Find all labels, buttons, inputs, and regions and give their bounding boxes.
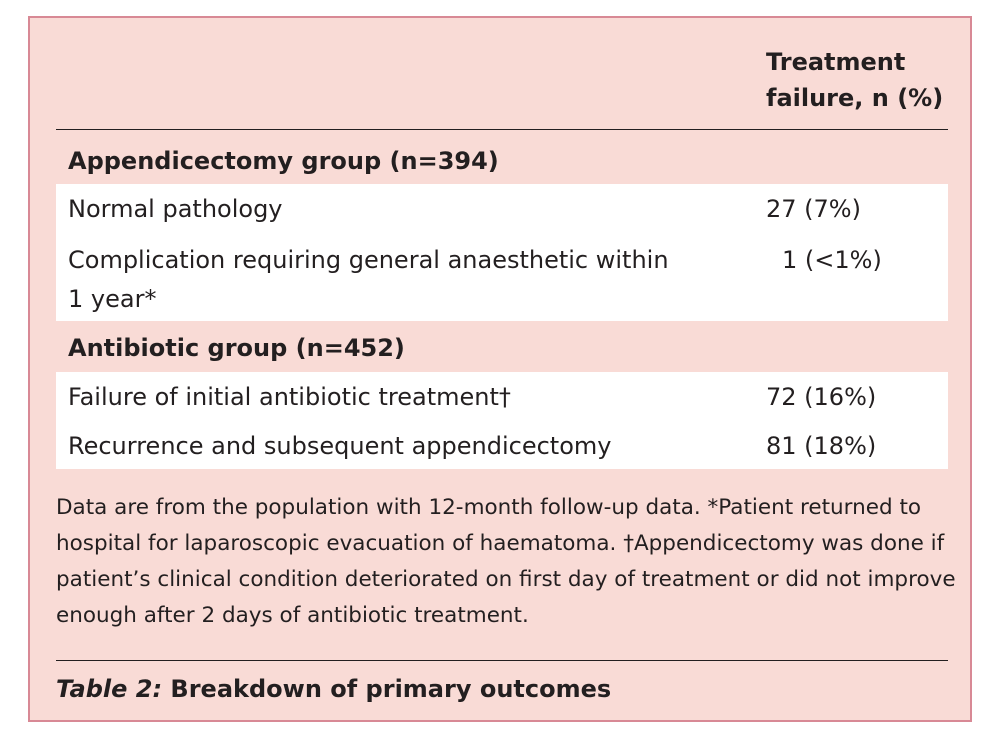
row-value: 27 (7%)	[766, 195, 861, 223]
row-value: 81 (18%)	[766, 432, 877, 460]
row-value: 1 (<1%)	[782, 246, 882, 274]
group-heading-appendicectomy: Appendicectomy group (n=394)	[68, 147, 499, 175]
group-rows-appendicectomy: Normal pathology 27 (7%) Complication re…	[56, 184, 948, 321]
row-value: 72 (16%)	[766, 383, 877, 411]
group-heading-antibiotic: Antibiotic group (n=452)	[68, 334, 405, 362]
row-label: Complication requiring general anaesthet…	[68, 246, 669, 313]
table-panel: Treatment failure, n (%) Appendicectomy …	[28, 16, 972, 722]
group-rows-antibiotic: Failure of initial antibiotic treatment†…	[56, 372, 948, 469]
column-header-treatment-failure: Treatment failure, n (%)	[766, 48, 944, 112]
caption-title: Breakdown of primary outcomes	[170, 675, 612, 703]
row-label: Failure of initial antibiotic treatment†	[68, 383, 511, 411]
row-label: Recurrence and subsequent appendicectomy	[68, 432, 612, 460]
caption-divider	[56, 660, 948, 661]
caption-label: Table 2:	[56, 675, 163, 703]
table-header: Treatment failure, n (%)	[56, 18, 948, 130]
table-footnote: Data are from the population with 12-mon…	[56, 495, 956, 628]
row-label: Normal pathology	[68, 195, 283, 223]
table-caption: Table 2: Breakdown of primary outcomes	[56, 674, 611, 704]
